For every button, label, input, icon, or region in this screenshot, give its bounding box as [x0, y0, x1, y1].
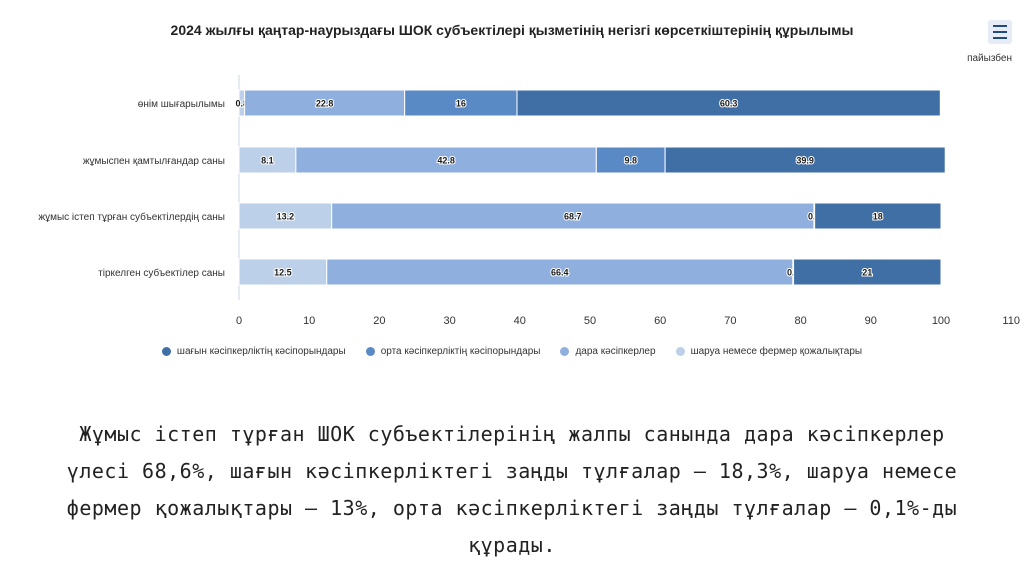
legend-item[interactable]: шағын кәсіпкерліктің кәсіпорындары — [161, 346, 346, 357]
bar-segment[interactable] — [295, 146, 597, 174]
data-label: 8.1 — [261, 156, 274, 166]
legend-marker — [365, 347, 375, 356]
x-tick-label: 100 — [932, 315, 950, 327]
bar-segment[interactable] — [331, 202, 815, 230]
bar-segment[interactable] — [516, 89, 941, 117]
x-tick-label: 40 — [514, 315, 526, 327]
bar-segment[interactable] — [244, 89, 406, 117]
data-label: 66.4 — [551, 268, 569, 278]
category-label: жұмыспен қамтылғандар саны — [83, 156, 225, 167]
data-label: 68.7 — [564, 212, 582, 222]
x-tick-label: 50 — [584, 315, 596, 327]
x-tick-label: 10 — [303, 315, 315, 327]
bar-segment[interactable] — [238, 146, 297, 174]
x-tick-label: 0 — [236, 315, 242, 327]
chart-legend: шағын кәсіпкерліктің кәсіпорындары орта к… — [0, 346, 1024, 357]
hamburger-menu-icon — [993, 23, 1007, 41]
x-tick-label: 70 — [724, 315, 736, 327]
bar-segment[interactable] — [664, 146, 946, 174]
data-label: 22.8 — [316, 99, 334, 109]
chart-menu-button[interactable] — [988, 20, 1012, 44]
legend-item[interactable]: орта кәсіпкерліктің кәсіпорындары — [365, 346, 541, 357]
data-label: 13.2 — [277, 212, 295, 222]
x-tick-label: 30 — [443, 315, 455, 327]
bar-segment[interactable] — [814, 202, 942, 230]
data-label: 39.9 — [796, 156, 814, 166]
legend-marker — [675, 347, 685, 356]
category-label: жұмыс істеп тұрған субъектілердің саны — [38, 211, 225, 223]
category-label: өнім шығарылымы — [138, 99, 225, 110]
bar-segment[interactable] — [326, 258, 794, 286]
x-tick-label: 20 — [373, 315, 385, 327]
legend-label: дара кәсіпкерлер — [575, 346, 656, 357]
legend-marker — [161, 347, 171, 356]
summary-caption: Жұмыс істеп тұрған ШОК субъектілерінің ж… — [66, 422, 958, 557]
data-label: 60.3 — [720, 99, 738, 109]
legend-label: шағын кәсіпкерліктің кәсіпорындары — [176, 346, 346, 357]
x-tick-label: 80 — [794, 315, 806, 327]
legend-item[interactable]: шаруа немесе фермер қожалықтары — [675, 346, 863, 357]
data-label: 42.8 — [437, 156, 455, 166]
x-tick-label: 110 — [1002, 315, 1020, 327]
stacked-bar-chart: өнім шығарылымы жұмыспен қамтылғандар сан… — [38, 75, 1020, 327]
legend-item[interactable]: дара кәсіпкерлер — [560, 346, 656, 357]
legend-label: шаруа немесе фермер қожалықтары — [690, 346, 863, 357]
data-label: 16 — [456, 99, 466, 109]
data-label: 18 — [873, 212, 883, 222]
bar-segment[interactable] — [595, 146, 666, 174]
data-label: 9.8 — [624, 156, 637, 166]
x-tick-label: 90 — [865, 315, 877, 327]
bar-segment[interactable] — [238, 258, 328, 286]
bar-segment[interactable] — [238, 202, 333, 230]
bar-segment[interactable] — [404, 89, 518, 117]
data-label: 12.5 — [274, 268, 292, 278]
data-label: 21 — [862, 268, 872, 278]
legend-marker — [560, 347, 570, 356]
unit-label: пайызбен — [967, 53, 1012, 64]
category-label: тіркелген субъектілер саны — [98, 267, 225, 279]
chart-title: 2024 жылғы қаңтар-наурыздағы ШОК субъект… — [170, 22, 854, 38]
x-tick-label: 60 — [654, 315, 666, 327]
bar-segment[interactable] — [793, 258, 942, 286]
legend-label: орта кәсіпкерліктің кәсіпорындары — [380, 346, 541, 357]
